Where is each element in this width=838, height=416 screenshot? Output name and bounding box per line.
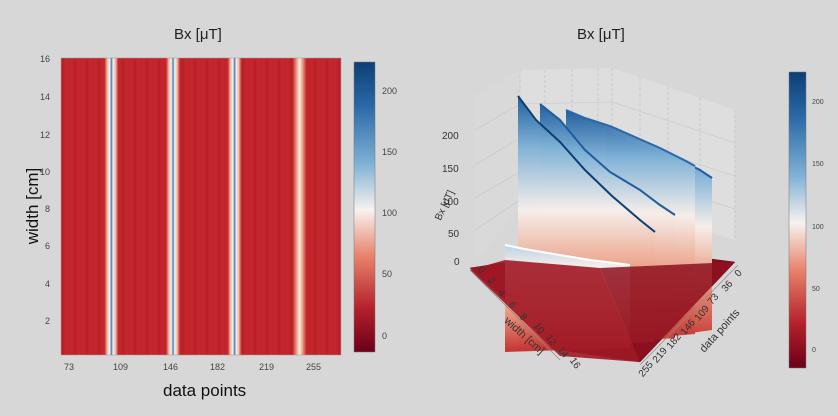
heat-ytick: 12 <box>40 130 51 140</box>
surface-title: Bx [μT] <box>577 26 625 43</box>
surface-plot <box>469 68 739 366</box>
surface-cbar-tick: 0 <box>812 347 816 354</box>
heatmap-colorbar <box>353 61 376 353</box>
heatmap-stripes <box>104 58 307 355</box>
surface-ztick: 150 <box>442 164 459 175</box>
heat-cbar-tick: 100 <box>382 208 398 218</box>
heat-xtick: 146 <box>163 362 179 372</box>
heatmap-stripe <box>227 58 242 355</box>
surface-ztick: 200 <box>442 131 459 142</box>
heatmap-stripe <box>292 58 307 355</box>
heat-cbar-tick: 200 <box>382 86 398 96</box>
heat-ytick: 16 <box>40 54 51 64</box>
surface-ztick: 50 <box>448 229 460 240</box>
surface-cbar-tick: 100 <box>812 224 824 231</box>
surface-colorbar <box>788 71 807 369</box>
surface-ztick: 0 <box>454 257 460 268</box>
surface-cbar-tick: 150 <box>812 161 824 168</box>
heatmap-stripe <box>166 58 180 355</box>
heat-ylabel: width [cm] <box>23 167 42 245</box>
heat-xlabel: data points <box>163 381 247 400</box>
heatmap-stripe <box>104 58 119 355</box>
heat-ytick: 10 <box>40 167 51 177</box>
heat-ytick: 2 <box>45 316 51 326</box>
heat-cbar-tick: 150 <box>382 147 398 157</box>
heat-xtick: 73 <box>64 362 75 372</box>
heat-ytick: 6 <box>45 241 51 251</box>
heat-xtick: 255 <box>306 362 322 372</box>
heat-xtick: 182 <box>210 362 226 372</box>
heat-ytick: 14 <box>40 92 51 102</box>
heat-cbar-tick: 0 <box>382 331 388 341</box>
heat-xtick: 109 <box>113 362 129 372</box>
heat-cbar-tick: 50 <box>382 269 393 279</box>
heatmap-title: Bx [μT] <box>174 26 222 43</box>
heat-xtick: 219 <box>259 362 275 372</box>
surface-ztick: 100 <box>442 197 459 208</box>
heatmap-texture <box>62 58 340 355</box>
heat-ytick: 4 <box>45 279 51 289</box>
surface-cbar-tick: 50 <box>812 286 820 293</box>
heat-ytick: 8 <box>45 204 51 214</box>
surface-cbar-tick: 200 <box>812 99 824 106</box>
